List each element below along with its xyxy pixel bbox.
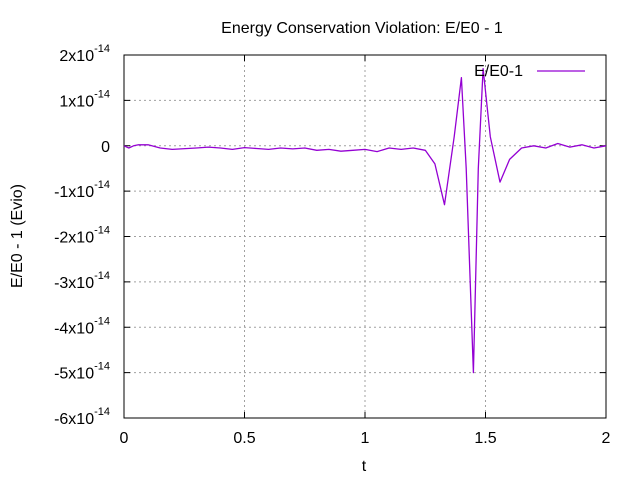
x-tick-label: 1 [361, 430, 370, 447]
x-tick-label: 2 [602, 430, 611, 447]
y-tick-label: -1x10-14 [54, 179, 110, 201]
y-tick-mantissa: 2x10 [59, 48, 94, 65]
y-tick-mantissa: -6x10 [54, 411, 94, 428]
y-tick-mantissa: -2x10 [54, 230, 94, 247]
y-tick-label: -2x10-14 [54, 225, 110, 247]
y-tick-label: 0 [101, 139, 110, 156]
x-tick-label: 1.5 [474, 430, 496, 447]
chart-title: Energy Conservation Violation: E/E0 - 1 [221, 20, 503, 37]
legend-label: E/E0-1 [474, 63, 523, 80]
legend: E/E0-1 [474, 63, 585, 80]
ticks-layer: 0 0.5 1 1.5 22x10-141x10-140-1x10-14-2x10-14… [54, 43, 610, 447]
y-tick-label: -6x10-14 [54, 406, 110, 428]
y-tick-label: -4x10-14 [54, 315, 110, 337]
y-tick-exponent: -14 [94, 270, 110, 282]
y-tick-mantissa: -4x10 [54, 320, 94, 337]
y-tick-label: 2x10-14 [59, 43, 110, 65]
y-axis-label: E/E0 - 1 (Evio) [9, 184, 26, 288]
y-tick-mantissa: -5x10 [54, 366, 94, 383]
gridlines [124, 55, 606, 418]
y-tick-exponent: -14 [94, 225, 110, 237]
y-tick-mantissa: 0 [101, 139, 110, 156]
y-tick-exponent: -14 [94, 406, 110, 418]
y-tick-mantissa: -1x10 [54, 184, 94, 201]
x-tick-label: 0.5 [233, 430, 255, 447]
y-tick-label: -3x10-14 [54, 270, 110, 292]
y-tick-exponent: -14 [94, 315, 110, 327]
y-tick-exponent: -14 [94, 361, 110, 373]
series-line-0 [123, 67, 607, 374]
x-axis-label: t [362, 458, 367, 475]
y-tick-exponent: -14 [94, 88, 110, 100]
y-tick-mantissa: 1x10 [59, 93, 94, 110]
series-layer [123, 67, 607, 374]
y-tick-label: -5x10-14 [54, 361, 110, 383]
y-tick-exponent: -14 [94, 43, 110, 55]
y-tick-mantissa: -3x10 [54, 275, 94, 292]
x-tick-label: 0 [120, 430, 129, 447]
y-tick-exponent: -14 [94, 179, 110, 191]
y-tick-label: 1x10-14 [59, 88, 110, 110]
